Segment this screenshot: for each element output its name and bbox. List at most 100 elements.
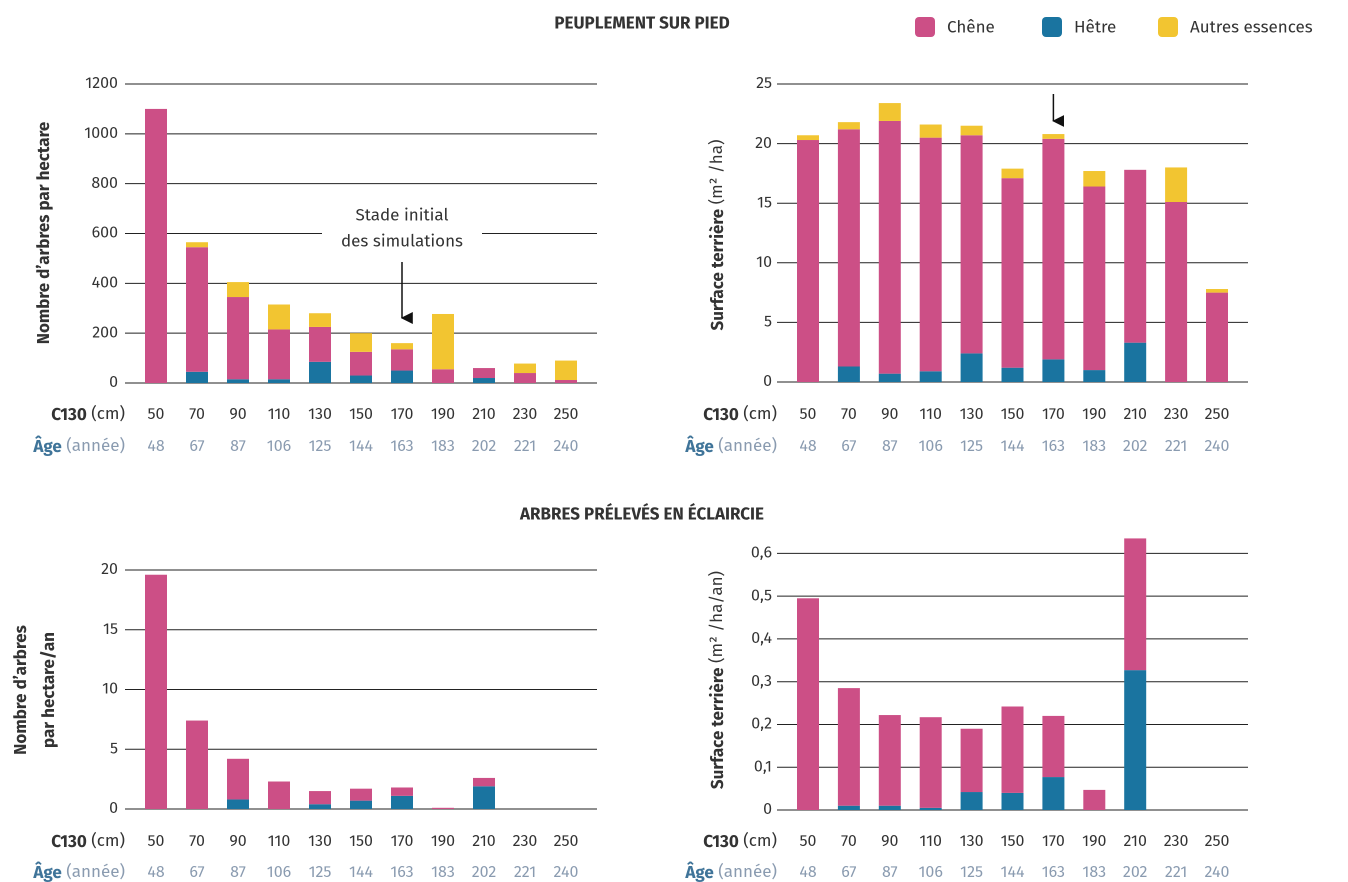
bar-segment (1001, 367, 1024, 382)
bar-segment (1001, 706, 1024, 793)
x-tick-label: 210 (1124, 405, 1147, 424)
x2-tick-label: 183 (431, 863, 455, 882)
y-axis-label: Surface terrière (m² /ha) (706, 140, 727, 331)
bar-segment (186, 371, 208, 383)
x2-tick-label: 240 (554, 437, 579, 456)
y-tick-label: 400 (92, 274, 118, 293)
x2-axis-label-unit: (année) (66, 435, 125, 456)
bar-segment (1001, 168, 1024, 179)
y-tick-label: 0 (763, 372, 772, 391)
bar-segment (797, 598, 819, 810)
y-tick-label: 15 (103, 620, 118, 639)
x2-tick-label: 240 (1205, 437, 1230, 456)
bar-segment (797, 140, 819, 382)
bar-segment (1206, 289, 1228, 293)
x-tick-label: 190 (431, 405, 455, 424)
x2-tick-label: 221 (1165, 437, 1187, 456)
y-tick-label: 10 (102, 680, 118, 699)
bar-segment (432, 369, 454, 383)
bar-segment (186, 247, 208, 372)
y-tick-label: 20 (101, 560, 118, 579)
x2-tick-label: 221 (514, 863, 536, 882)
bar-segment (350, 333, 372, 352)
bar-segment (1083, 370, 1106, 382)
y-axis-label: Nombre d’arbres par hectare (33, 122, 54, 345)
y-axis-label: Surface terrière (m² /ha/an) (706, 571, 727, 789)
x-axis-label-unit: (cm) (743, 830, 777, 851)
y-tick-label: 0,3 (751, 672, 772, 691)
x-tick-label: 90 (881, 405, 898, 424)
bar-segment (878, 120, 901, 374)
x-tick-label: 170 (391, 832, 414, 851)
y-axis-label: Nombre d’arbres par hectare/an (10, 625, 59, 755)
bar-segment (878, 373, 901, 382)
x2-tick-label: 202 (472, 437, 497, 456)
x-tick-label: 50 (148, 405, 165, 424)
bar-segment (1042, 777, 1065, 810)
bar-segment (145, 108, 167, 384)
y-tick-label: 1000 (84, 124, 118, 143)
y-tick-label: 0,6 (751, 544, 772, 563)
bar-segment (919, 137, 942, 372)
bar-segment (268, 781, 290, 809)
x2-tick-label: 144 (1001, 863, 1025, 882)
bar-segment (514, 363, 536, 374)
bar-segment (1042, 359, 1065, 382)
x2-tick-label: 48 (799, 437, 817, 456)
x2-tick-label: 125 (309, 437, 332, 456)
legend-label: Hêtre (1074, 16, 1116, 37)
bar-segment (227, 282, 249, 298)
x2-tick-label: 202 (1123, 437, 1148, 456)
x2-tick-label: 48 (147, 863, 165, 882)
x-tick-label: 110 (268, 832, 291, 851)
x2-tick-label: 144 (1001, 437, 1025, 456)
bar-segment (837, 122, 860, 130)
x2-tick-label: 87 (230, 863, 246, 882)
legend-swatch (1042, 17, 1062, 37)
bar-segment (391, 795, 413, 809)
bar-segment (350, 788, 372, 801)
x-tick-label: 90 (229, 832, 246, 851)
x2-tick-label: 125 (960, 437, 983, 456)
x2-tick-label: 163 (390, 863, 413, 882)
x2-tick-label: 87 (230, 437, 246, 456)
x-tick-label: 70 (841, 405, 857, 424)
x-tick-label: 50 (800, 405, 817, 424)
y-tick-label: 0,2 (751, 715, 772, 734)
bar-segment (1042, 138, 1065, 360)
section-title: PEUPLEMENT SUR PIED (554, 13, 729, 34)
bar-segment (919, 717, 942, 808)
x2-tick-label: 48 (147, 437, 165, 456)
x-tick-label: 90 (881, 832, 898, 851)
bar-segment (1083, 186, 1106, 371)
y-tick-label: 0 (109, 373, 118, 392)
y-tick-label: 200 (92, 323, 118, 342)
x-axis-label: C130 (cm) (51, 403, 125, 424)
legend-label: Autres essences (1190, 16, 1313, 37)
x2-tick-label: 163 (1042, 437, 1065, 456)
y-tick-label: 1200 (85, 74, 118, 93)
bar-segment (960, 125, 983, 136)
bar-segment (1165, 202, 1188, 382)
bar-segment (186, 720, 208, 809)
x-tick-label: 150 (349, 405, 373, 424)
x-tick-label: 50 (800, 832, 817, 851)
bar-segment (960, 135, 983, 354)
bar-segment (1083, 789, 1106, 810)
bar-segment (837, 129, 860, 367)
x-tick-label: 210 (472, 405, 495, 424)
bar-segment (960, 353, 983, 382)
section-title: ARBRES PRÉLEVÉS EN ÉCLAIRCIE (519, 504, 764, 525)
bar-segment (227, 758, 249, 800)
x2-tick-label: 67 (189, 437, 204, 456)
x-axis-label: C130 (cm) (703, 403, 777, 424)
x-axis-label-main: C130 (51, 831, 87, 852)
x-tick-label: 170 (1042, 832, 1065, 851)
annotation: Stade initial (355, 204, 448, 225)
annotation-bg (322, 202, 482, 256)
bar-segment (919, 371, 942, 382)
bar-segment (878, 805, 901, 810)
y-tick-label: 0 (763, 800, 772, 819)
x2-axis-label-main: Âge (32, 862, 61, 882)
x2-axis-label-unit: (année) (718, 861, 777, 882)
